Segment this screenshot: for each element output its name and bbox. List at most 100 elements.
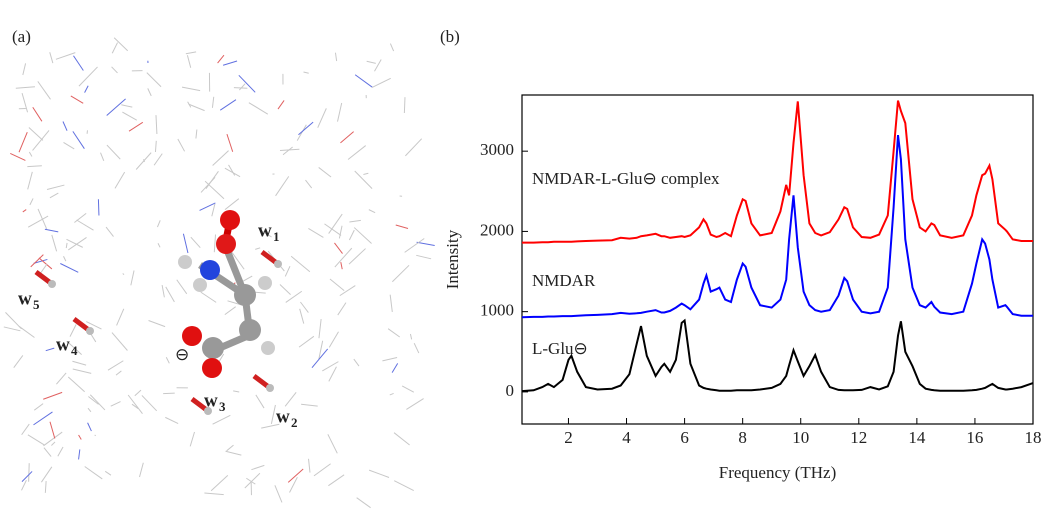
water-label-index: 2 [291, 415, 298, 430]
water-label-index: 5 [33, 297, 40, 312]
bond [270, 404, 276, 424]
bond [147, 88, 152, 97]
water-label-index: 3 [219, 399, 226, 414]
bond [5, 312, 22, 330]
bond [111, 42, 118, 54]
bond [72, 131, 85, 149]
bond [146, 72, 162, 88]
bond [87, 422, 92, 432]
bond [200, 291, 217, 303]
bond [72, 368, 92, 374]
bond [416, 241, 435, 246]
bond [97, 199, 100, 216]
bond [66, 238, 83, 248]
bond [305, 179, 313, 189]
bond [238, 74, 256, 93]
bond [72, 360, 87, 366]
bond [28, 127, 44, 141]
bond [284, 265, 291, 277]
bond [44, 481, 47, 493]
bond [44, 228, 59, 233]
bond [111, 66, 118, 74]
bond [241, 275, 253, 283]
bond [366, 60, 376, 64]
bond [298, 335, 315, 348]
bond [334, 247, 353, 268]
bond [27, 215, 49, 228]
bond [212, 150, 229, 166]
panel-label: (b) [440, 27, 460, 46]
bond [67, 376, 85, 393]
bond [43, 447, 52, 457]
x-tick-label: 2 [564, 428, 573, 447]
bond [317, 108, 327, 128]
bond [210, 475, 229, 492]
bond [287, 468, 304, 483]
bond [56, 372, 67, 385]
bond [18, 132, 28, 153]
bond [318, 167, 332, 178]
bond [389, 43, 395, 52]
bond [161, 284, 165, 298]
bond [68, 342, 82, 355]
bond [389, 294, 393, 313]
bond [222, 60, 238, 66]
bond [68, 237, 87, 251]
bond [322, 361, 339, 372]
water-model [274, 260, 282, 268]
bond [328, 474, 345, 487]
bond [401, 385, 415, 393]
bond [84, 466, 103, 480]
bond [308, 228, 324, 238]
bond [279, 148, 300, 152]
bond [33, 403, 44, 411]
bond [285, 290, 303, 303]
bond [186, 55, 192, 68]
bond [37, 81, 51, 100]
bond [110, 401, 121, 407]
bond [363, 172, 369, 175]
bond [185, 51, 197, 55]
bond [86, 321, 102, 330]
bond [275, 176, 290, 197]
bond [284, 391, 297, 407]
water-model [48, 280, 56, 288]
bond [63, 256, 67, 262]
bond [224, 198, 240, 210]
bond [389, 392, 394, 396]
bond [308, 458, 311, 473]
bond [21, 479, 27, 491]
bond [10, 152, 26, 161]
bond [327, 434, 338, 454]
bond [340, 262, 343, 270]
bond [131, 403, 139, 410]
bond [177, 138, 186, 152]
bond [30, 254, 44, 268]
bond [211, 96, 215, 108]
bond [49, 421, 56, 439]
bond [76, 219, 94, 231]
water-label-index: 4 [71, 343, 78, 358]
bond [347, 145, 367, 160]
bond [391, 363, 399, 373]
bond [405, 138, 423, 157]
bond [3, 326, 21, 332]
water-label-index: 1 [273, 229, 280, 244]
y-tick-label: 2000 [480, 220, 514, 239]
bond [107, 360, 124, 371]
bond [33, 411, 53, 426]
x-tick-label: 10 [792, 428, 809, 447]
bond [38, 257, 53, 270]
bond [382, 356, 398, 362]
bond [228, 164, 236, 176]
bond [225, 450, 242, 456]
bond [299, 308, 305, 324]
water-model [204, 407, 212, 415]
bond [337, 102, 343, 122]
bond [340, 131, 354, 144]
bond [27, 434, 45, 446]
bond [195, 129, 198, 139]
bond [40, 466, 53, 483]
bond [248, 102, 269, 115]
water-label: w [258, 220, 272, 241]
